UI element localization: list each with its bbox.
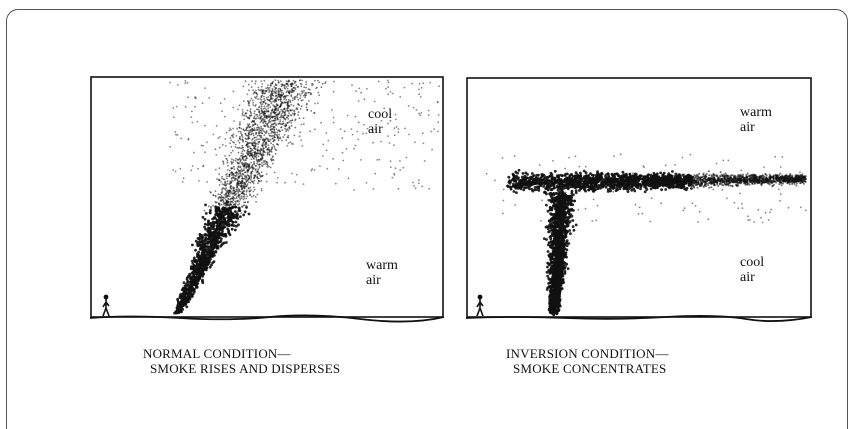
person-figure	[102, 294, 110, 317]
normal-condition-panel: cool air warm air	[89, 75, 445, 325]
normal-condition-caption: NORMAL CONDITION— SMOKE RISES AND DISPER…	[143, 346, 341, 376]
cool-air-label: cool air	[740, 255, 765, 285]
inversion-condition-illustration	[465, 77, 813, 322]
smoke-plume	[169, 79, 440, 315]
person-figure	[476, 294, 484, 317]
warm-air-label: warm air	[740, 105, 772, 135]
cool-air-label: cool air	[368, 107, 393, 137]
smoke-plume	[485, 153, 807, 317]
normal-condition-illustration	[89, 76, 445, 323]
figure-frame	[6, 9, 848, 429]
ground-line	[89, 314, 445, 323]
panel-border	[466, 77, 812, 318]
ground-line	[465, 314, 813, 322]
inversion-condition-panel: warm air cool air	[465, 75, 813, 325]
warm-air-label: warm air	[366, 258, 398, 288]
inversion-condition-caption: INVERSION CONDITION— SMOKE CONCENTRATES	[506, 346, 669, 376]
